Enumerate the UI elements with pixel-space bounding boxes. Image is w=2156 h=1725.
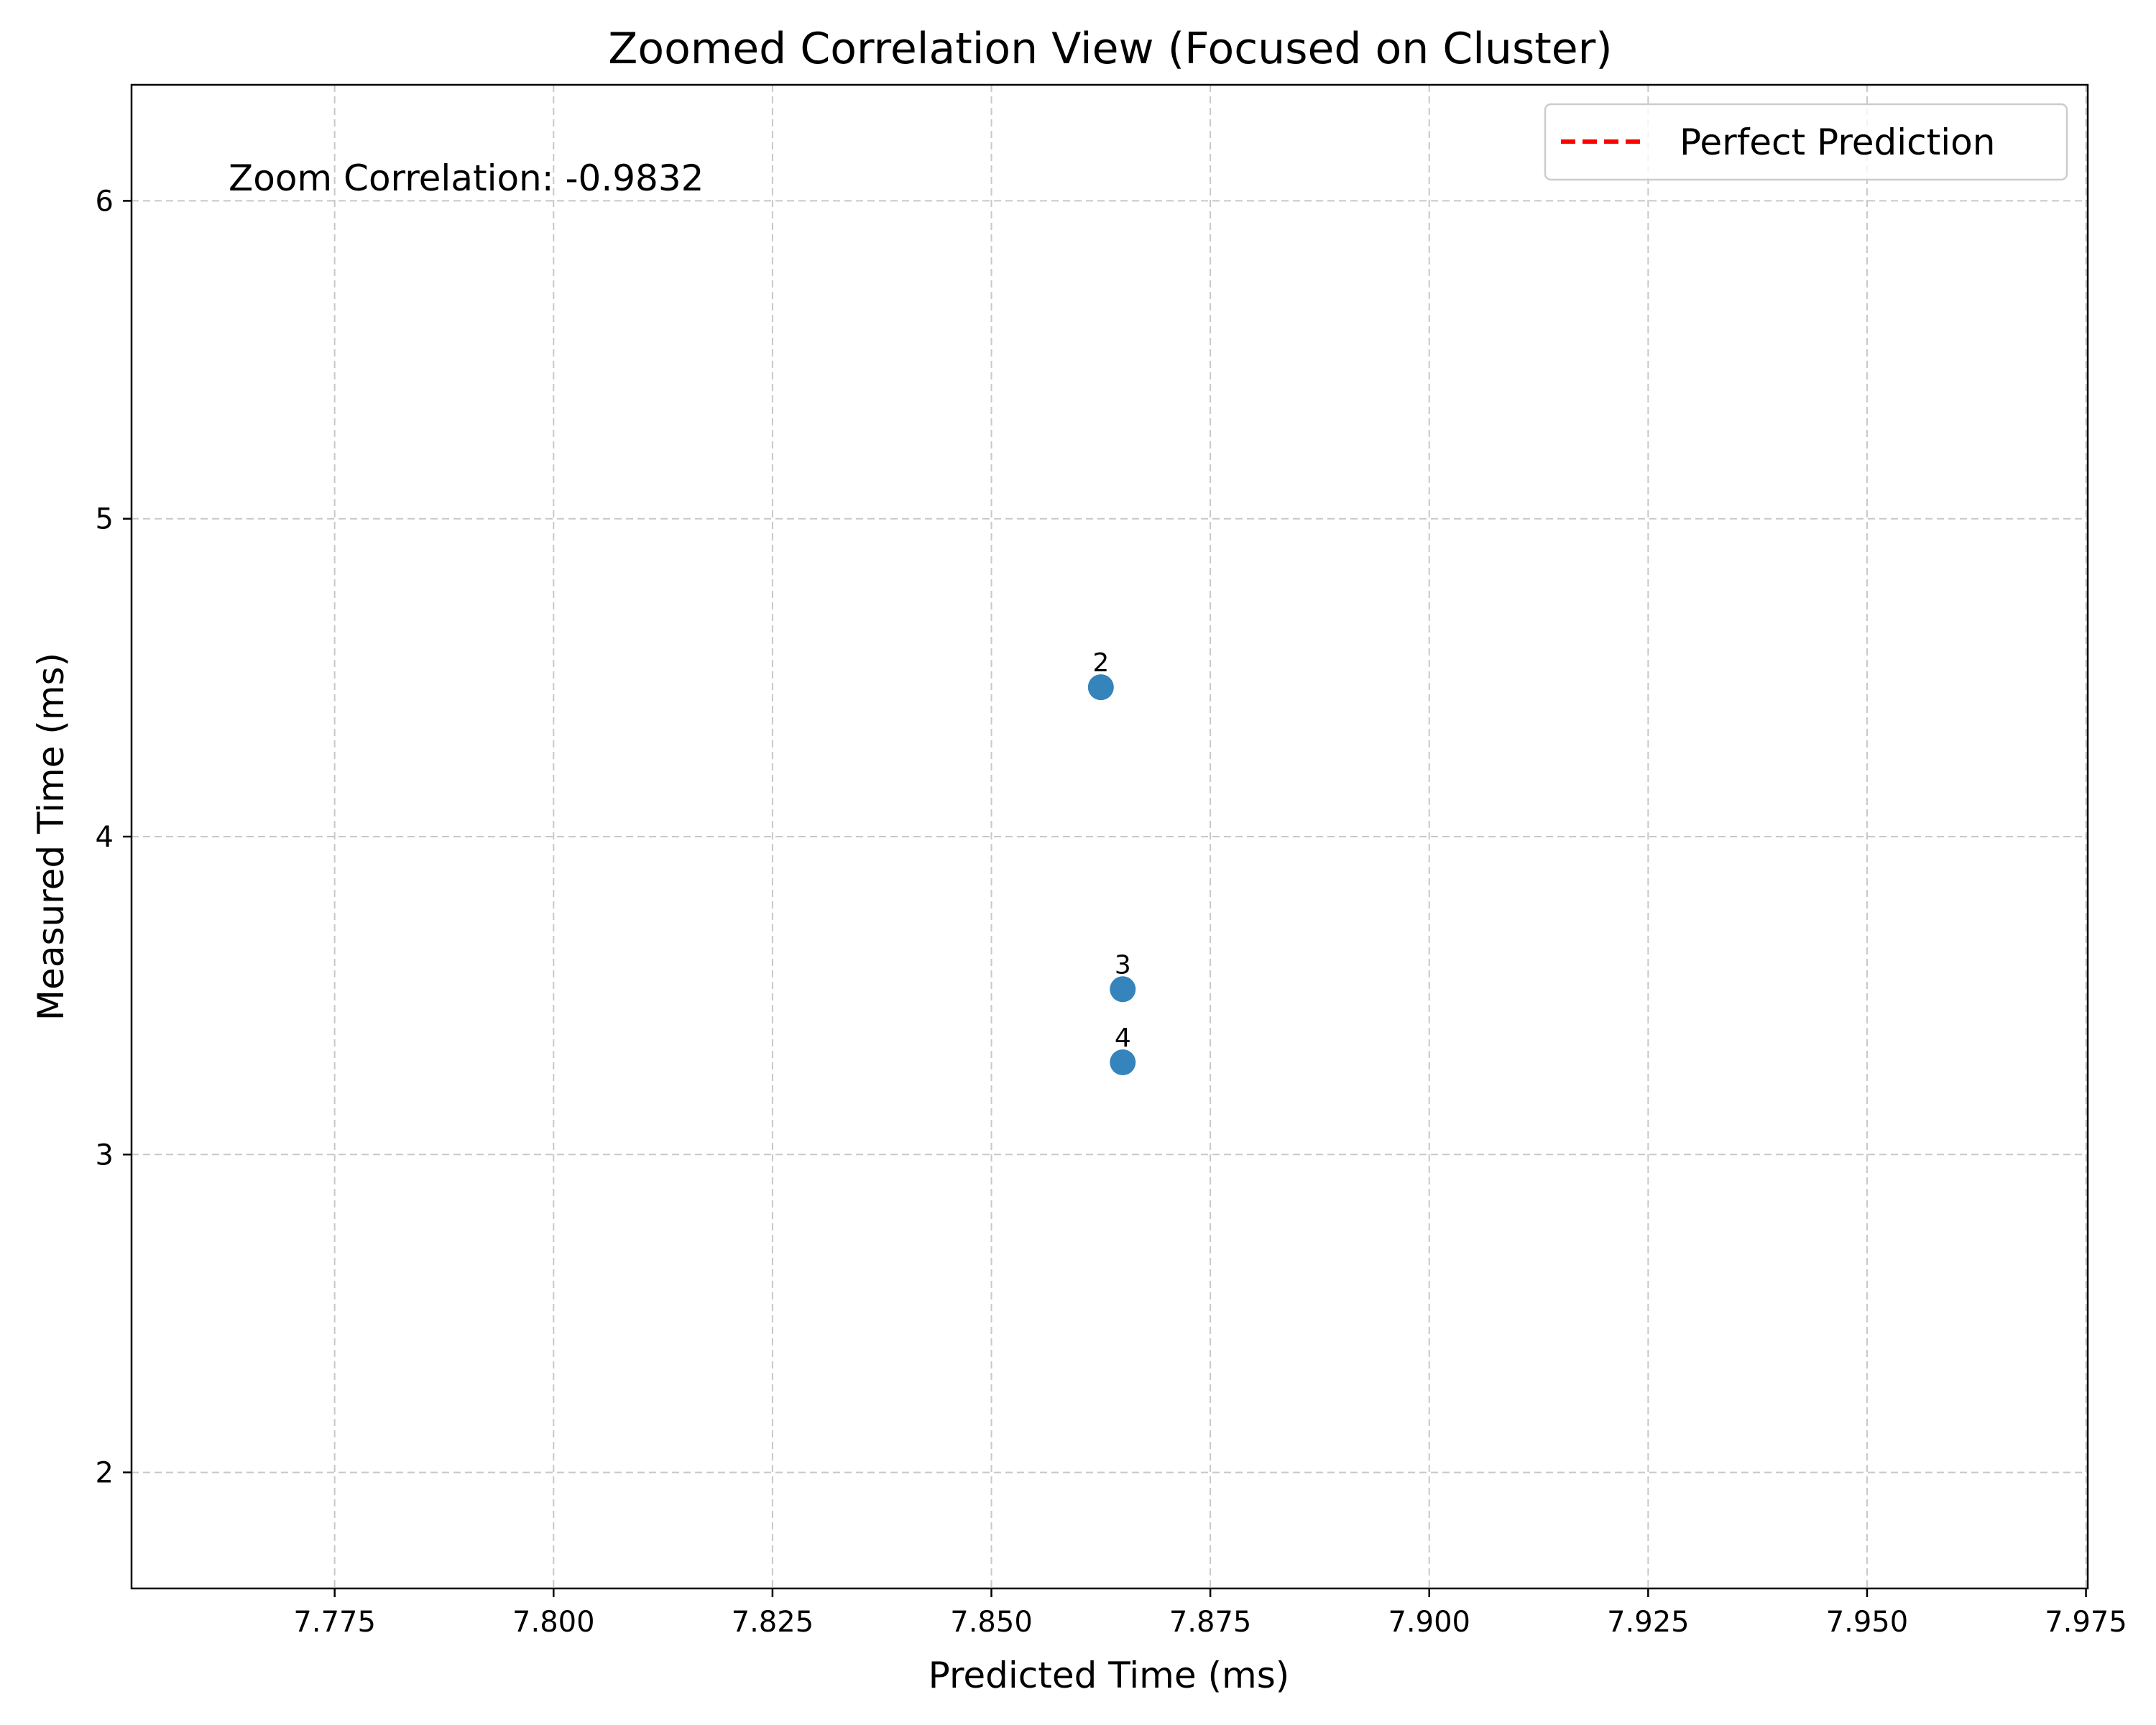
x-tick-label: 7.775 <box>293 1606 376 1639</box>
y-axis-title: Measured Time (ms) <box>30 653 72 1021</box>
data-point <box>1110 1049 1136 1076</box>
data-point-label: 4 <box>1115 1024 1131 1053</box>
data-points: 2 3 4 <box>1087 648 1136 1076</box>
axis-ticks: 7.775 7.800 7.825 7.850 7.875 7.900 7.925 7.950… <box>96 185 2127 1639</box>
y-tick-label: 3 <box>96 1138 114 1172</box>
x-tick-label: 7.900 <box>1388 1606 1470 1639</box>
x-tick-label: 7.925 <box>1607 1606 1690 1639</box>
legend: Perfect Prediction <box>1544 103 2068 181</box>
grid <box>132 85 2088 1588</box>
x-tick-label: 7.800 <box>512 1606 595 1639</box>
legend-label-perfect-prediction: Perfect Prediction <box>1680 121 1995 163</box>
data-point-label: 2 <box>1092 648 1109 678</box>
x-tick-label: 7.825 <box>732 1606 814 1639</box>
y-tick-label: 6 <box>96 185 114 218</box>
x-tick-label: 7.850 <box>950 1606 1033 1639</box>
zoom-correlation-annotation: Zoom Correlation: -0.9832 <box>229 157 704 199</box>
data-point-label: 3 <box>1115 950 1131 980</box>
chart-title: Zoomed Correlation View (Focused on Clus… <box>608 24 1612 74</box>
y-tick-label: 4 <box>96 821 114 854</box>
x-tick-label: 7.875 <box>1169 1606 1252 1639</box>
x-axis-title: Predicted Time (ms) <box>929 1655 1290 1696</box>
y-tick-label: 5 <box>96 503 114 536</box>
legend-box <box>1544 103 2068 181</box>
plot-frame <box>130 83 2089 1590</box>
data-point <box>1087 674 1114 701</box>
x-tick-label: 7.950 <box>1826 1606 1909 1639</box>
x-tick-label: 7.975 <box>2045 1606 2127 1639</box>
y-tick-label: 2 <box>96 1457 114 1490</box>
data-point <box>1110 976 1136 1003</box>
